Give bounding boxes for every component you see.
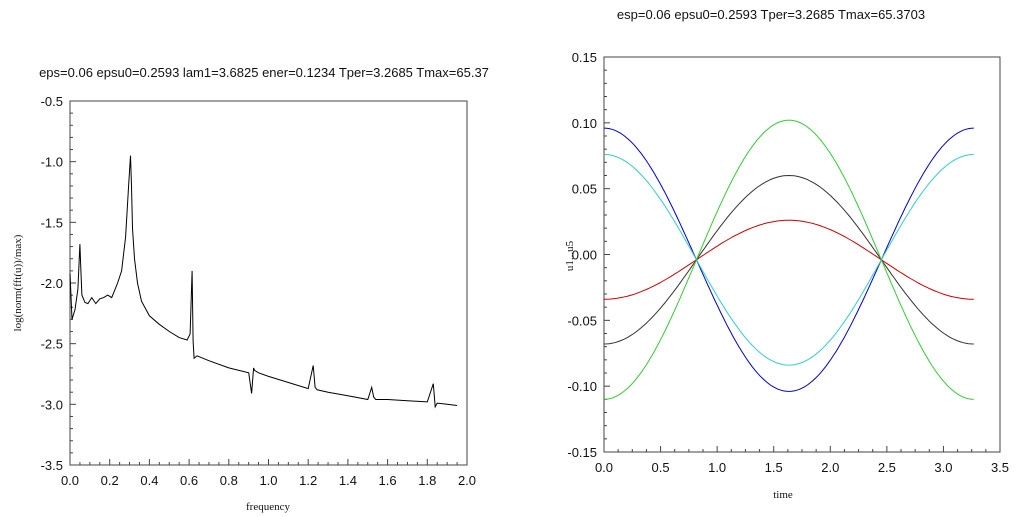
spectrum-y-tick-label: -2.0: [41, 276, 63, 291]
spectrum-x-tick-label: 1.4: [339, 473, 357, 488]
time-series-y-tick-label: -0.10: [567, 379, 597, 394]
time-series-y-axis-label: u1...u5: [564, 240, 576, 271]
time-series-line-5: [603, 119, 974, 400]
time-series-y-ticks: 0.15 0.10 0.05 0.00 -0.05 -0.10 -0.15: [567, 50, 610, 460]
spectrum-title: eps=0.06 epsu0=0.2593 lam1=3.6825 ener=0…: [39, 65, 489, 80]
spectrum-y-axis-label: log(norm(fft(u))/max): [12, 234, 24, 331]
spectrum-x-tick-label: 1.8: [418, 473, 436, 488]
time-series-x-axis-label: time: [773, 489, 793, 501]
time-series-x-tick-label: 2.5: [878, 460, 896, 475]
spectrum-plot-frame: [69, 100, 468, 466]
time-series-x-tick-label: 0.5: [652, 460, 670, 475]
time-series-x-tick-label: 3.5: [991, 460, 1009, 475]
time-series-x-tick-label: 2.0: [821, 460, 839, 475]
spectrum-x-tick-label: 2.0: [458, 473, 476, 488]
time-series-title: esp=0.06 epsu0=0.2593 Tper=3.2685 Tmax=6…: [617, 7, 925, 22]
time-series-panel: esp=0.06 epsu0=0.2593 Tper=3.2685 Tmax=6…: [564, 7, 1009, 501]
time-series-x-tick-label: 3.0: [934, 460, 952, 475]
spectrum-panel: eps=0.06 epsu0=0.2593 lam1=3.6825 ener=0…: [12, 65, 489, 513]
time-series-x-tick-label: 1.5: [765, 460, 783, 475]
time-series-y-tick-label: -0.15: [567, 445, 597, 460]
time-series-y-tick-label: 0.00: [572, 248, 597, 263]
spectrum-y-tick-label: -1.5: [41, 215, 63, 230]
time-series-plot-frame: [603, 56, 1001, 453]
spectrum-series-line: [69, 155, 458, 409]
spectrum-x-tick-label: 0.0: [61, 473, 79, 488]
time-series-line-2: [603, 153, 974, 366]
time-series-x-tick-label: 0.0: [595, 460, 613, 475]
time-series-y-tick-label: 0.10: [572, 116, 597, 131]
spectrum-y-tick-label: -3.5: [41, 458, 63, 473]
spectrum-x-tick-label: 0.6: [180, 473, 198, 488]
spectrum-x-tick-label: 1.6: [379, 473, 397, 488]
spectrum-x-axis-label: frequency: [246, 501, 290, 513]
time-series-y-tick-label: 0.05: [572, 182, 597, 197]
spectrum-x-ticks: 0.0 0.2 0.4 0.6 0.8 1.0 1.2 1.4 1.6 1.8 2.0: [61, 459, 476, 488]
time-series-x-tick-label: 1.0: [708, 460, 726, 475]
time-series-y-tick-label: 0.15: [572, 50, 597, 65]
spectrum-x-tick-label: 1.2: [299, 473, 317, 488]
spectrum-x-tick-label: 0.2: [101, 473, 119, 488]
spectrum-y-ticks: -0.5 -1.0 -1.5 -2.0 -2.5 -3.0 -3.5: [41, 94, 76, 473]
time-series-x-ticks: 0.0 0.5 1.0 1.5 2.0 2.5 3.0 3.5: [595, 446, 1009, 475]
spectrum-y-tick-label: -2.5: [41, 337, 63, 352]
spectrum-y-tick-label: -0.5: [41, 94, 63, 109]
time-series-y-tick-label: -0.05: [567, 313, 597, 328]
spectrum-x-tick-label: 0.4: [140, 473, 158, 488]
spectrum-x-tick-label: 0.8: [220, 473, 238, 488]
spectrum-series: [69, 155, 458, 409]
spectrum-y-tick-label: -3.0: [41, 397, 63, 412]
spectrum-y-tick-label: -1.0: [41, 155, 63, 170]
time-series-line-4: [603, 219, 974, 300]
time-series-line-1: [603, 127, 974, 392]
time-series-line-3: [603, 174, 974, 345]
spectrum-x-tick-label: 1.0: [259, 473, 277, 488]
time-series-series: [603, 119, 974, 400]
